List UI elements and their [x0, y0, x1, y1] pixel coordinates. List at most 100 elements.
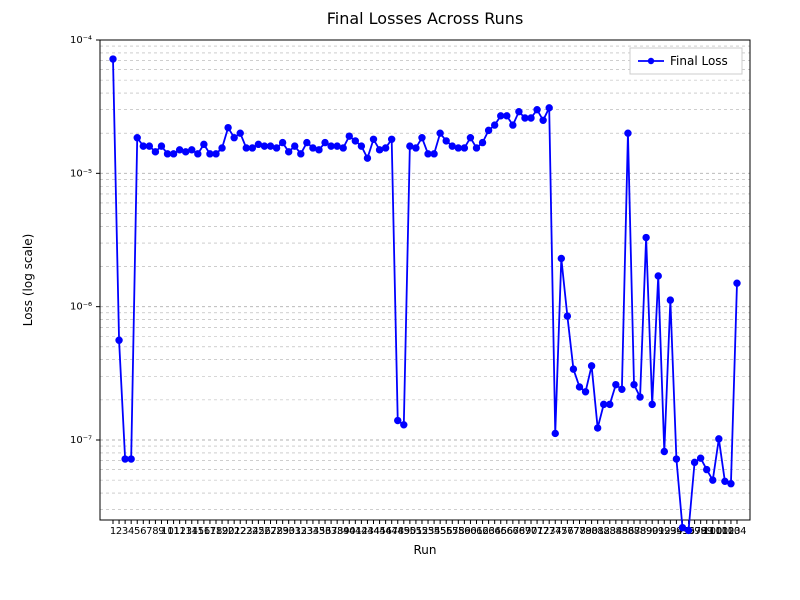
data-marker — [722, 478, 728, 484]
data-marker — [655, 273, 661, 279]
data-marker — [176, 147, 182, 153]
data-marker — [376, 147, 382, 153]
data-marker — [407, 143, 413, 149]
data-marker — [473, 145, 479, 151]
data-marker — [637, 394, 643, 400]
data-marker — [504, 113, 510, 119]
data-marker — [267, 143, 273, 149]
legend-label: Final Loss — [670, 54, 728, 68]
data-marker — [304, 139, 310, 145]
data-marker — [734, 280, 740, 286]
data-marker — [443, 138, 449, 144]
y-axis-label: Loss (log scale) — [21, 234, 35, 327]
data-marker — [467, 135, 473, 141]
data-marker — [619, 386, 625, 392]
data-marker — [540, 117, 546, 123]
data-marker — [243, 145, 249, 151]
legend-marker — [648, 58, 654, 64]
data-marker — [382, 145, 388, 151]
data-marker — [128, 456, 134, 462]
data-marker — [728, 481, 734, 487]
data-marker — [710, 477, 716, 483]
data-marker — [455, 145, 461, 151]
data-marker — [558, 255, 564, 261]
data-marker — [576, 384, 582, 390]
data-marker — [182, 149, 188, 155]
xtick-label: 104 — [727, 526, 746, 537]
x-axis-label: Run — [413, 543, 436, 557]
data-marker — [607, 401, 613, 407]
data-marker — [522, 115, 528, 121]
data-marker — [667, 297, 673, 303]
data-marker — [189, 147, 195, 153]
data-marker — [437, 130, 443, 136]
data-marker — [491, 122, 497, 128]
data-marker — [213, 151, 219, 157]
data-marker — [134, 135, 140, 141]
data-marker — [631, 381, 637, 387]
data-marker — [116, 337, 122, 343]
data-marker — [546, 105, 552, 111]
data-marker — [364, 155, 370, 161]
data-marker — [594, 425, 600, 431]
data-marker — [249, 145, 255, 151]
data-marker — [158, 143, 164, 149]
data-marker — [195, 151, 201, 157]
chart-title: Final Losses Across Runs — [327, 9, 524, 28]
data-marker — [395, 417, 401, 423]
data-marker — [461, 145, 467, 151]
data-marker — [310, 145, 316, 151]
data-marker — [370, 136, 376, 142]
ytick-label: 10⁻⁶ — [70, 302, 92, 313]
data-marker — [388, 136, 394, 142]
data-marker — [413, 145, 419, 151]
data-marker — [673, 456, 679, 462]
line-chart: 10⁻⁷10⁻⁶10⁻⁵10⁻⁴123456789101112131415161… — [0, 0, 800, 600]
data-marker — [340, 145, 346, 151]
data-marker — [358, 143, 364, 149]
data-marker — [564, 313, 570, 319]
data-marker — [231, 135, 237, 141]
data-marker — [661, 448, 667, 454]
data-marker — [273, 145, 279, 151]
data-marker — [691, 459, 697, 465]
plot-border — [100, 40, 750, 520]
data-marker — [261, 143, 267, 149]
data-marker — [219, 145, 225, 151]
data-marker — [140, 143, 146, 149]
data-marker — [625, 130, 631, 136]
data-marker — [449, 143, 455, 149]
data-marker — [534, 107, 540, 113]
data-marker — [316, 147, 322, 153]
data-marker — [485, 127, 491, 133]
ytick-label: 10⁻⁴ — [70, 35, 92, 46]
data-marker — [528, 115, 534, 121]
data-marker — [146, 143, 152, 149]
data-marker — [552, 430, 558, 436]
data-marker — [649, 401, 655, 407]
data-marker — [255, 141, 261, 147]
data-marker — [425, 151, 431, 157]
data-marker — [697, 455, 703, 461]
data-marker — [122, 456, 128, 462]
data-marker — [419, 135, 425, 141]
data-marker — [685, 527, 691, 533]
data-marker — [570, 366, 576, 372]
data-marker — [164, 151, 170, 157]
data-marker — [401, 422, 407, 428]
data-marker — [679, 524, 685, 530]
data-marker — [716, 436, 722, 442]
data-marker — [237, 130, 243, 136]
data-marker — [298, 151, 304, 157]
data-marker — [322, 139, 328, 145]
data-marker — [431, 151, 437, 157]
data-marker — [582, 389, 588, 395]
data-marker — [613, 381, 619, 387]
data-marker — [334, 143, 340, 149]
data-marker — [352, 138, 358, 144]
data-marker — [328, 143, 334, 149]
data-marker — [601, 401, 607, 407]
data-marker — [498, 113, 504, 119]
data-marker — [279, 139, 285, 145]
data-line — [113, 59, 737, 530]
